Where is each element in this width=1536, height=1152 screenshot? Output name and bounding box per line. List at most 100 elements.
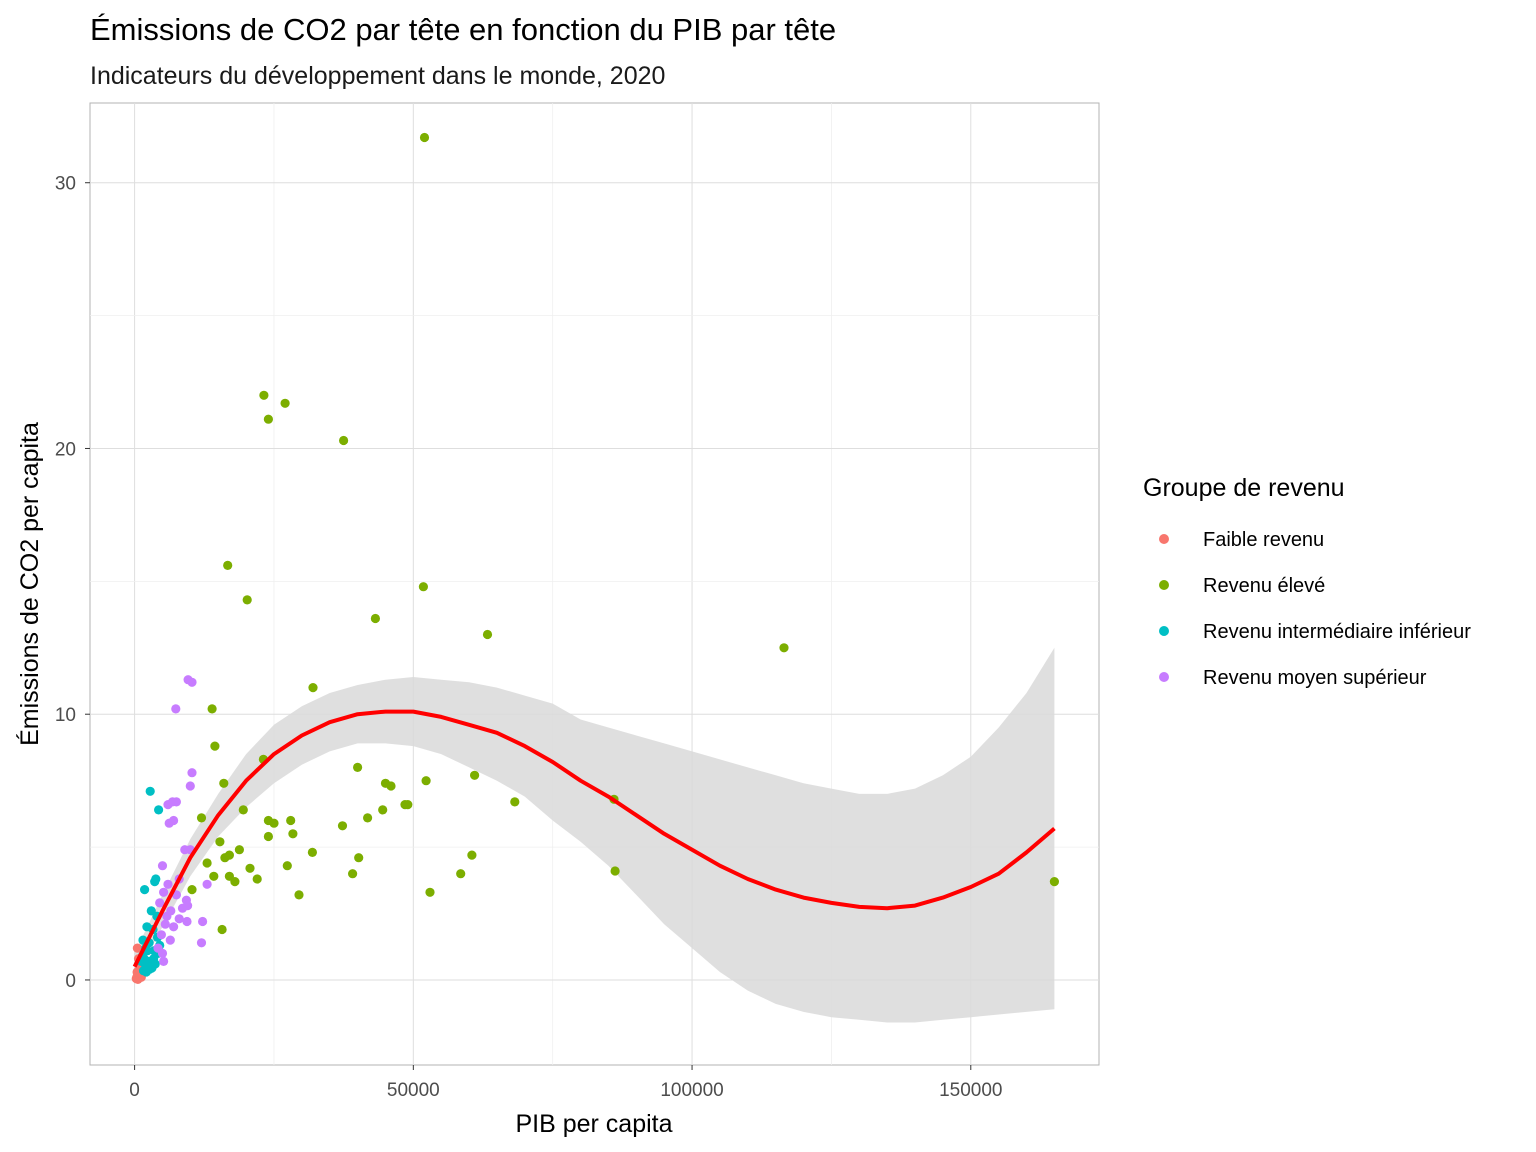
chart-title: Émissions de CO2 par tête en fonction du…	[90, 12, 836, 47]
legend-label: Revenu élevé	[1203, 575, 1325, 597]
point-revenu-moyen-superieur	[187, 677, 197, 687]
point-revenu-eleve	[482, 629, 493, 640]
x-axis-title: PIB per capita	[515, 1110, 672, 1138]
y-tick-label: 30	[55, 174, 76, 195]
point-revenu-eleve	[242, 595, 252, 605]
point-revenu-eleve	[187, 885, 197, 895]
point-revenu-intermediaire-inferieur	[140, 885, 150, 895]
y-axis-title: Émissions de CO2 per capita	[15, 422, 44, 746]
point-revenu-moyen-superieur	[163, 879, 173, 889]
point-revenu-eleve	[467, 850, 477, 860]
point-revenu-eleve	[259, 390, 269, 400]
legend-label: Revenu moyen supérieur	[1203, 667, 1427, 689]
point-revenu-moyen-superieur	[171, 797, 181, 807]
point-revenu-eleve	[217, 924, 227, 935]
x-tick-label: 100000	[660, 1080, 723, 1101]
point-revenu-eleve	[230, 877, 240, 887]
point-revenu-eleve	[209, 871, 219, 881]
point-revenu-eleve	[234, 845, 244, 855]
point-revenu-intermediaire-inferieur	[145, 786, 155, 796]
point-revenu-eleve	[280, 398, 290, 408]
point-revenu-eleve	[510, 797, 520, 807]
point-revenu-eleve	[354, 853, 364, 863]
point-revenu-moyen-superieur	[202, 879, 212, 889]
point-revenu-moyen-superieur	[156, 930, 166, 940]
legend-label: Revenu intermédiaire inférieur	[1203, 621, 1471, 643]
x-axis: 0 50000 100000 150000	[129, 1065, 1002, 1101]
point-revenu-intermediaire-inferieur	[143, 962, 154, 972]
point-revenu-eleve	[202, 858, 212, 868]
confidence-band	[134, 647, 1055, 1023]
point-revenu-moyen-superieur	[165, 935, 175, 945]
point-revenu-eleve	[421, 776, 431, 786]
point-revenu-eleve	[294, 890, 304, 900]
point-revenu-eleve	[307, 847, 317, 858]
x-tick-label: 50000	[387, 1080, 440, 1101]
legend-label: Faible revenu	[1203, 529, 1324, 551]
point-revenu-eleve	[610, 866, 620, 876]
y-axis: 0 10 20 30	[55, 174, 90, 992]
point-revenu-eleve	[470, 770, 480, 780]
point-revenu-eleve	[779, 643, 789, 653]
point-revenu-eleve	[288, 829, 298, 839]
smooth-line	[132, 709, 1056, 968]
point-revenu-eleve	[1049, 877, 1059, 887]
point-revenu-eleve	[245, 863, 255, 873]
point-revenu-moyen-superieur	[187, 768, 197, 778]
point-revenu-moyen-superieur	[160, 919, 170, 929]
point-revenu-eleve	[425, 887, 435, 897]
legend-title: Groupe de revenu	[1143, 474, 1345, 502]
point-revenu-eleve	[348, 869, 358, 879]
point-revenu-eleve	[286, 815, 296, 826]
point-revenu-moyen-superieur	[185, 781, 195, 791]
loess-curve	[132, 709, 1056, 968]
point-revenu-eleve	[378, 805, 388, 815]
point-revenu-eleve	[269, 818, 279, 828]
point-revenu-moyen-superieur	[171, 704, 181, 714]
point-revenu-eleve	[337, 821, 348, 831]
point-revenu-eleve	[263, 414, 273, 424]
point-revenu-moyen-superieur	[159, 887, 169, 897]
point-revenu-moyen-superieur	[163, 800, 173, 810]
point-revenu-eleve	[207, 704, 217, 714]
chart-subtitle: Indicateurs du développement dans le mon…	[90, 62, 665, 90]
point-revenu-moyen-superieur	[198, 916, 208, 927]
point-revenu-intermediaire-inferieur	[154, 805, 164, 815]
point-revenu-moyen-superieur	[196, 938, 207, 948]
point-revenu-moyen-superieur	[169, 922, 179, 932]
point-revenu-eleve	[196, 813, 207, 823]
y-tick-label: 20	[55, 439, 76, 460]
point-revenu-moyen-superieur	[182, 916, 192, 927]
legend-key	[1159, 534, 1169, 544]
point-revenu-moyen-superieur	[177, 903, 188, 913]
y-tick-label: 10	[55, 705, 76, 726]
point-revenu-eleve	[210, 741, 220, 751]
point-revenu-eleve	[353, 762, 363, 773]
x-tick-label: 150000	[939, 1080, 1002, 1101]
point-revenu-eleve	[252, 874, 262, 884]
point-revenu-moyen-superieur	[159, 956, 169, 967]
point-revenu-moyen-superieur	[157, 948, 168, 959]
point-revenu-eleve	[223, 560, 233, 571]
y-tick-label: 0	[65, 971, 76, 992]
point-revenu-moyen-superieur	[162, 911, 172, 921]
plot-area	[89, 102, 1100, 1066]
point-revenu-moyen-superieur	[164, 818, 174, 828]
point-revenu-eleve	[386, 781, 396, 791]
legend-key	[1159, 626, 1169, 636]
point-revenu-eleve	[418, 582, 428, 592]
legend-key	[1159, 580, 1169, 590]
point-revenu-moyen-superieur	[174, 914, 184, 924]
point-revenu-eleve	[339, 435, 349, 446]
legend-key	[1159, 672, 1169, 682]
point-revenu-eleve	[419, 132, 430, 143]
point-revenu-eleve	[238, 805, 248, 815]
x-tick-label: 0	[129, 1080, 140, 1101]
point-revenu-eleve	[403, 800, 413, 810]
point-revenu-moyen-superieur	[155, 898, 165, 908]
point-revenu-eleve	[215, 837, 225, 847]
point-revenu-intermediaire-inferieur	[149, 954, 159, 964]
point-revenu-eleve	[263, 831, 273, 842]
point-revenu-eleve	[363, 813, 373, 823]
